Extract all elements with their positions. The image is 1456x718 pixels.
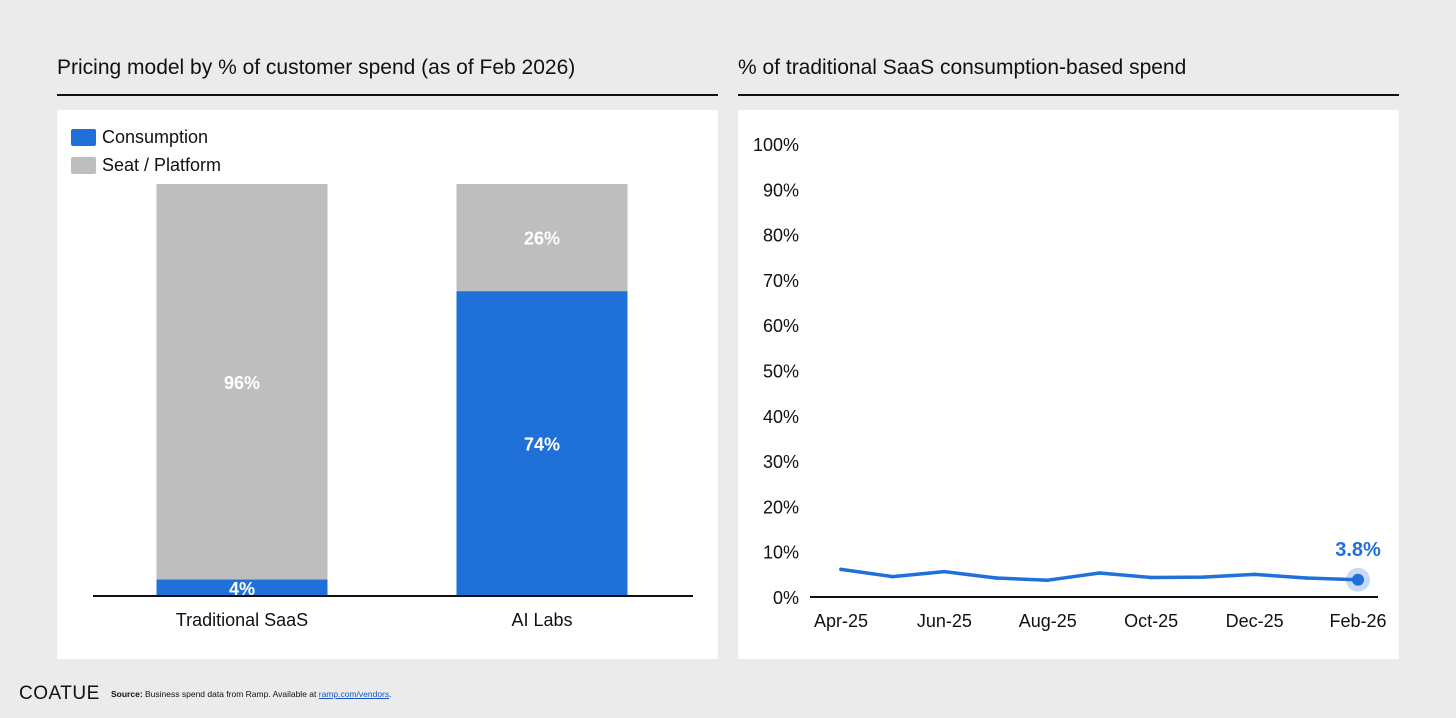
x-tick-label-traditional-saas: Traditional SaaS xyxy=(176,610,308,630)
data-point-dec-25 xyxy=(1252,572,1257,577)
y-tick-label-100: 100% xyxy=(753,135,799,155)
data-label-traditional-saas-seat-platform: 96% xyxy=(224,373,260,393)
y-tick-label-50: 50% xyxy=(763,362,799,382)
y-tick-label-20: 20% xyxy=(763,497,799,517)
y-tick-label-30: 30% xyxy=(763,452,799,472)
last-value-callout: 3.8% xyxy=(1335,539,1381,561)
data-point-oct-25 xyxy=(1149,575,1153,580)
y-tick-label-90: 90% xyxy=(763,180,799,200)
x-tick-label-aug-25: Aug-25 xyxy=(1019,611,1077,631)
data-label-traditional-saas-consumption: 4% xyxy=(229,579,255,599)
coatue-logo: COATUE xyxy=(19,683,100,704)
left-chart-title: Pricing model by % of customer spend (as… xyxy=(57,56,576,79)
bar-ai-labs-seat-platform xyxy=(456,184,628,292)
stacked-bar-chart-card: Consumption Seat / Platform 4% 96% Traditi… xyxy=(57,110,718,659)
y-tick-label-80: 80% xyxy=(763,226,799,246)
bar-ai-labs-consumption xyxy=(456,291,628,596)
source-note: Source: Business spend data from Ramp. A… xyxy=(111,689,392,699)
source-end: . xyxy=(389,689,392,699)
x-tick-label-feb-26: Feb-26 xyxy=(1329,611,1386,631)
x-tick-label-oct-25: Oct-25 xyxy=(1124,611,1178,631)
series-line xyxy=(839,567,1360,582)
x-tick-label-ai-labs: AI Labs xyxy=(511,610,572,630)
legend-label-seat-platform: Seat / Platform xyxy=(102,155,222,175)
x-tick-label-dec-25: Dec-25 xyxy=(1226,611,1284,631)
data-label-ai-labs-consumption: 74% xyxy=(524,435,560,455)
stacked-bar-plot: 4% 96% Traditional SaaS 74% 26% AI Labs xyxy=(93,184,693,630)
data-point-jul-25 xyxy=(994,576,998,580)
legend-item-consumption: Consumption xyxy=(71,127,208,148)
source-link[interactable]: ramp.com/vendors xyxy=(318,689,390,699)
legend-swatch-seat-platform xyxy=(71,157,96,174)
y-tick-label-60: 60% xyxy=(763,316,799,336)
source-label: Source: xyxy=(111,689,143,699)
data-point-jan-26 xyxy=(1304,576,1309,580)
data-point-aug-25 xyxy=(1046,578,1050,583)
x-tick-label-jun-25: Jun-25 xyxy=(917,611,972,631)
data-label-ai-labs-seat-platform: 26% xyxy=(524,229,560,249)
y-tick-label-40: 40% xyxy=(763,407,799,427)
right-chart-title: % of traditional SaaS consumption-based … xyxy=(738,56,1187,79)
source-text: Business spend data from Ramp. Available… xyxy=(142,689,319,699)
last-point-marker xyxy=(1352,573,1364,586)
bar-traditional-saas-seat-platform xyxy=(156,184,328,580)
data-point-may-25 xyxy=(890,574,895,579)
left-title-rule xyxy=(57,94,718,96)
line-plot: 0% 10% 20% 30% 40% 50% 60% 70% 80% 90% 100% Apr-25 J… xyxy=(753,135,1387,631)
x-tick-label-apr-25: Apr-25 xyxy=(814,611,868,631)
y-tick-label-70: 70% xyxy=(763,271,799,291)
line-chart-card: 0% 10% 20% 30% 40% 50% 60% 70% 80% 90% 100% Apr-25 J… xyxy=(738,110,1399,659)
right-title-rule xyxy=(738,94,1399,96)
y-tick-label-0: 0% xyxy=(773,588,799,608)
legend-item-seat-platform: Seat / Platform xyxy=(71,155,221,176)
bar-traditional-saas-consumption xyxy=(156,579,328,596)
data-point-jun-25 xyxy=(942,569,947,574)
data-point-nov-25 xyxy=(1201,575,1205,579)
y-tick-label-10: 10% xyxy=(763,543,799,563)
legend-swatch-consumption xyxy=(71,129,96,146)
data-point-apr-25 xyxy=(839,567,843,572)
data-point-sep-25 xyxy=(1097,571,1102,575)
legend-label-consumption: Consumption xyxy=(102,127,209,147)
